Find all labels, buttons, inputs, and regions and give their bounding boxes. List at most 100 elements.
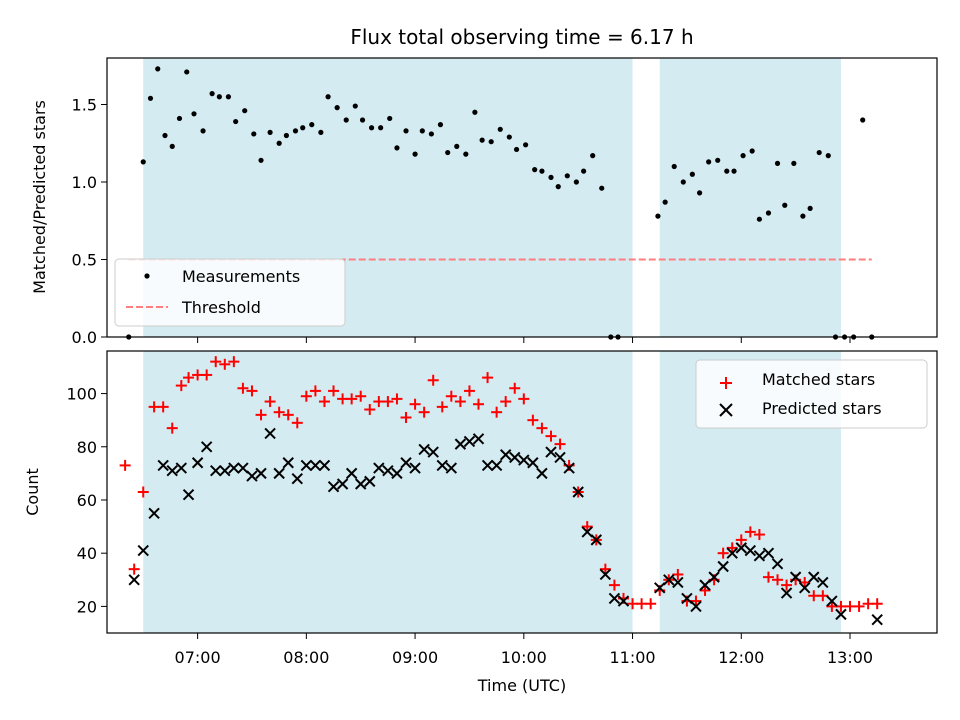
matched-star-point	[445, 390, 457, 402]
predicted-star-point	[826, 595, 838, 607]
matched-star-point	[346, 393, 358, 405]
measurement-point	[532, 167, 538, 173]
matched-star-point	[817, 590, 829, 602]
measurement-point	[523, 142, 529, 148]
measurement-point	[368, 125, 375, 131]
predicted-star-point	[336, 478, 349, 490]
predicted-star-point	[273, 467, 285, 480]
matched-star-point	[137, 486, 149, 498]
predicted-star-point	[237, 462, 249, 474]
matched-star-point	[726, 542, 738, 554]
measurement-point	[325, 94, 331, 100]
measurement-point	[184, 69, 190, 75]
measurement-point	[352, 103, 358, 109]
measurement-point	[689, 171, 695, 177]
predicted-star-point	[345, 467, 358, 480]
measurement-point	[497, 126, 503, 132]
matched-star-point	[309, 385, 321, 397]
measurement-point	[555, 184, 561, 190]
matched-star-point	[536, 422, 548, 434]
measurement-point	[782, 202, 788, 208]
predicted-star-point	[291, 472, 303, 485]
predicted-star-point	[472, 433, 485, 445]
measurement-point	[216, 94, 222, 100]
measurement-point	[283, 132, 290, 139]
predicted-star-point	[454, 438, 467, 450]
predicted-star-point	[148, 507, 160, 519]
matched-star-point	[282, 409, 294, 421]
predicted-star-point	[581, 526, 593, 538]
predicted-star-point	[499, 449, 512, 461]
predicted-star-point	[364, 475, 376, 488]
predicted-star-point	[690, 600, 702, 613]
top-subplot: Flux total observing time = 6.17 h Match…	[30, 25, 938, 347]
predicted-star-point	[246, 470, 258, 482]
measurement-point	[209, 91, 215, 97]
measurement-point	[671, 163, 677, 170]
predicted-star-point	[445, 462, 458, 474]
matched-star-point	[527, 414, 539, 426]
predicted-star-point	[608, 592, 621, 605]
legend-matched-marker	[720, 377, 732, 389]
measurement-point	[276, 140, 282, 146]
matched-star-point	[762, 571, 774, 583]
measurement-point	[506, 134, 512, 140]
measurement-point	[655, 213, 661, 219]
measurement-point	[267, 129, 273, 135]
measurement-point	[463, 151, 469, 157]
matched-star-point	[581, 521, 593, 533]
predicted-star-point	[572, 486, 584, 498]
predicted-star-point	[708, 571, 720, 583]
measurement-point	[479, 137, 485, 143]
top-shaded-region-1	[659, 58, 841, 337]
matched-star-point	[166, 422, 178, 434]
top-axis-ticks: 0.0 0.5 1.0 1.5	[72, 96, 851, 347]
predicted-star-point	[228, 462, 240, 474]
measurement-point	[749, 148, 755, 154]
measurement-point	[756, 216, 763, 222]
predicted-star-point	[309, 459, 322, 472]
predicted-star-point	[210, 465, 222, 477]
matched-star-point	[391, 393, 403, 405]
matched-star-point	[799, 576, 811, 588]
predicted-star-point	[182, 488, 195, 501]
matched-star-point	[291, 417, 303, 429]
measurement-point	[176, 115, 183, 122]
matched-star-point	[228, 356, 240, 368]
matched-star-point	[237, 382, 249, 394]
matched-star-point	[744, 526, 756, 538]
matched-star-point	[509, 382, 521, 394]
matched-star-point	[871, 598, 883, 610]
predicted-star-point	[373, 462, 385, 474]
predicted-star-point	[391, 467, 403, 480]
matched-star-point	[201, 369, 213, 381]
measurement-point	[437, 122, 444, 128]
predicted-star-point	[835, 608, 847, 621]
matched-star-point	[699, 584, 711, 596]
legend-matched-label: Matched stars	[762, 370, 875, 389]
predicted-star-point	[400, 457, 412, 469]
predicted-star-point	[681, 592, 693, 605]
measurement-point	[309, 122, 315, 128]
predicted-star-point	[536, 467, 548, 480]
matched-star-point	[717, 547, 729, 559]
measurement-point	[765, 210, 772, 216]
measurement-point	[740, 153, 746, 159]
matched-star-point	[128, 563, 140, 575]
measurement-point	[169, 143, 175, 149]
measurement-point	[564, 173, 570, 179]
predicted-star-point	[817, 576, 829, 589]
predicted-star-point	[282, 457, 294, 469]
measurement-point	[387, 115, 393, 122]
matched-star-point	[409, 398, 421, 410]
bottom-legend-box	[695, 359, 928, 429]
bottom-data-marks	[119, 356, 883, 626]
matched-star-point	[355, 390, 367, 402]
matched-star-point	[772, 574, 784, 586]
matched-star-point	[382, 396, 394, 408]
measurement-point	[251, 131, 257, 137]
predicted-star-point	[780, 587, 793, 599]
matched-star-point	[157, 401, 169, 413]
measurement-point	[343, 117, 349, 123]
predicted-star-point	[128, 574, 140, 586]
